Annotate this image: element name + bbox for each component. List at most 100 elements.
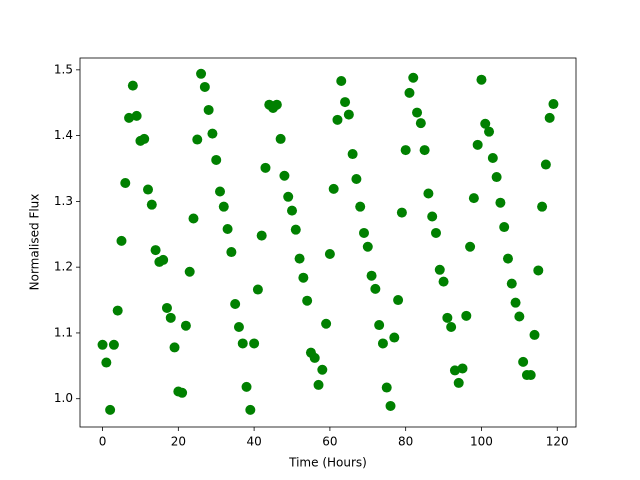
y-tick-label: 1.4 (54, 128, 73, 142)
point (487, 152, 498, 163)
y-tick-label: 1.1 (54, 325, 73, 339)
point (287, 205, 298, 216)
point (218, 201, 229, 212)
point (400, 145, 411, 156)
point (120, 177, 131, 188)
point (192, 134, 203, 145)
x-axis-label: Time (Hours) (288, 456, 367, 470)
point (434, 264, 445, 275)
point (328, 183, 339, 194)
point (389, 332, 400, 343)
point (237, 338, 248, 349)
point (169, 342, 180, 353)
point (146, 199, 157, 210)
point (472, 139, 483, 150)
point (180, 320, 191, 331)
point (453, 377, 464, 388)
point (427, 211, 438, 222)
point (260, 162, 271, 173)
x-tick-label: 120 (546, 435, 569, 449)
point (143, 184, 154, 195)
point (290, 224, 301, 235)
x-tick-label: 80 (398, 435, 413, 449)
point (343, 109, 354, 120)
point (196, 68, 207, 79)
point (222, 224, 233, 235)
point (537, 201, 548, 212)
point (105, 404, 116, 415)
point (298, 272, 309, 283)
point (544, 112, 555, 123)
point (412, 107, 423, 118)
x-tick-label: 100 (470, 435, 493, 449)
point (321, 318, 332, 329)
y-tick-label: 1.3 (54, 194, 73, 208)
point (332, 114, 343, 125)
point (207, 128, 218, 139)
point (275, 133, 286, 144)
point (480, 118, 491, 129)
point (533, 265, 544, 276)
point (347, 149, 358, 160)
point (211, 154, 222, 165)
point (362, 241, 373, 252)
point (317, 364, 328, 375)
point (127, 80, 138, 91)
x-tick-label: 0 (99, 435, 107, 449)
point (518, 356, 529, 367)
point (377, 338, 388, 349)
point (525, 370, 536, 381)
x-tick-label: 20 (171, 435, 186, 449)
point (484, 126, 495, 137)
point (241, 381, 252, 392)
point (430, 227, 441, 238)
point (131, 110, 142, 121)
point (449, 365, 460, 376)
point (184, 266, 195, 277)
point (355, 201, 366, 212)
point (97, 339, 108, 350)
point (461, 310, 472, 321)
point (256, 230, 267, 241)
point (177, 387, 188, 398)
point (419, 145, 430, 156)
point (188, 213, 199, 224)
point (396, 207, 407, 218)
point (336, 76, 347, 87)
y-tick-label: 1.5 (54, 62, 73, 76)
point (415, 118, 426, 129)
point (108, 339, 119, 350)
point (283, 191, 294, 202)
point (351, 174, 362, 185)
point (158, 254, 169, 265)
point (215, 186, 226, 197)
point (309, 352, 320, 363)
point (230, 299, 241, 309)
point (271, 99, 282, 110)
point (249, 338, 260, 349)
point (510, 297, 521, 308)
point (476, 74, 487, 85)
point (457, 363, 468, 374)
point (495, 197, 506, 208)
point (514, 311, 525, 322)
point (252, 284, 263, 295)
point (404, 87, 415, 98)
point (491, 172, 502, 183)
point (442, 312, 453, 323)
point (340, 97, 351, 108)
point (101, 357, 112, 368)
point (385, 400, 396, 411)
point (124, 112, 135, 123)
point (165, 312, 176, 323)
point (393, 295, 404, 306)
x-tick-label: 40 (246, 435, 261, 449)
point (358, 227, 369, 238)
plot-frame (79, 57, 577, 428)
point (423, 188, 434, 199)
point (499, 222, 510, 233)
point (446, 322, 457, 333)
point (199, 81, 210, 92)
